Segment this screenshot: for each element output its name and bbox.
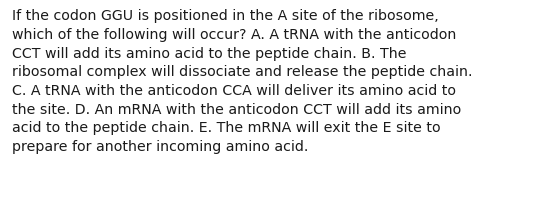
Text: If the codon GGU is positioned in the A site of the ribosome,
which of the follo: If the codon GGU is positioned in the A … <box>12 9 473 154</box>
